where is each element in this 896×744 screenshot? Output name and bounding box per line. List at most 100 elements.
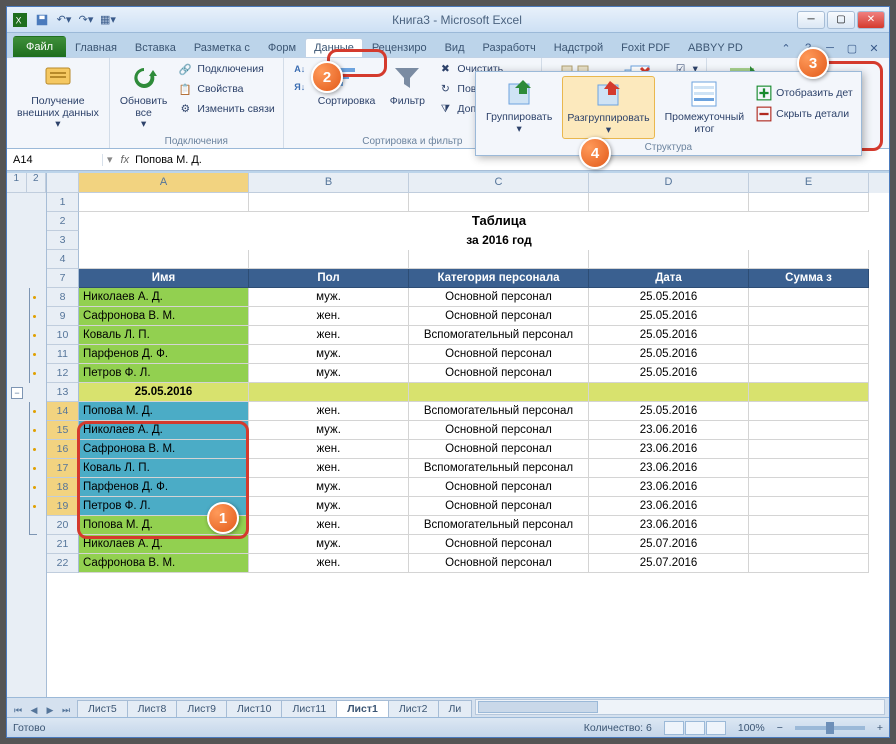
cell[interactable] [749,554,869,573]
outline-row[interactable] [7,535,46,554]
sheet-tab[interactable]: Лист10 [226,700,283,717]
undo-icon[interactable]: ↶▾ [55,11,73,29]
refresh-all-button[interactable]: Обновить все ▾ [116,60,172,133]
row-header[interactable]: 15 [47,421,79,440]
edit-links-button[interactable]: ⚙Изменить связи [175,100,276,118]
outline-row[interactable] [7,364,46,383]
cell[interactable]: Вспомогательный персонал [409,402,589,421]
cell[interactable]: Основной персонал [409,535,589,554]
save-icon[interactable] [33,11,51,29]
outline-row[interactable] [7,554,46,573]
outline-row[interactable] [7,459,46,478]
outline-row[interactable] [7,421,46,440]
ungroup-button[interactable]: Разгруппировать ▾ [562,76,654,139]
sort-asc-button[interactable]: А↓ [290,60,310,78]
sheet-tab[interactable]: Ли [438,700,473,717]
sort-desc-button[interactable]: Я↓ [290,78,310,96]
cell[interactable] [249,193,409,212]
mdi-close-icon[interactable]: ✕ [865,39,883,57]
horizontal-scrollbar[interactable] [475,699,885,715]
cell[interactable]: 23.06.2016 [589,516,749,535]
view-pagebreak-button[interactable] [706,721,726,735]
cell[interactable]: 25.07.2016 [589,535,749,554]
cell[interactable]: 25.05.2016 [79,383,249,402]
mdi-max-icon[interactable]: ▢ [843,39,861,57]
sheet-tab[interactable]: Лист9 [176,700,227,717]
cell[interactable] [79,250,249,269]
outline-row[interactable] [7,269,46,288]
cell[interactable]: Основной персонал [409,345,589,364]
sheet-tab[interactable]: Лист8 [127,700,178,717]
outline-row[interactable] [7,326,46,345]
tab-insert[interactable]: Вставка [126,38,185,57]
cell[interactable]: жен. [249,307,409,326]
cell[interactable] [749,402,869,421]
cell[interactable]: муж. [249,497,409,516]
hide-detail-button[interactable]: Скрыть детали [754,105,855,123]
outline-level-1[interactable]: 1 [7,173,27,193]
row-header[interactable]: 2 [47,212,79,231]
cell[interactable] [79,231,249,250]
tab-layout[interactable]: Разметка с [185,38,259,57]
row-header[interactable]: 1 [47,193,79,212]
cell[interactable]: 23.06.2016 [589,421,749,440]
sheet-nav-last-icon[interactable]: ⏭ [59,703,73,717]
group-button[interactable]: Группировать ▾ [482,76,556,139]
cell[interactable] [749,421,869,440]
col-header-b[interactable]: B [249,173,409,193]
cell[interactable]: Основной персонал [409,554,589,573]
row-header[interactable]: 11 [47,345,79,364]
fx-icon[interactable]: fx [121,154,130,166]
cell[interactable] [749,478,869,497]
cell[interactable]: Таблица [249,212,749,231]
sheet-tab[interactable]: Лист1 [336,700,389,717]
outline-row[interactable] [7,516,46,535]
cell[interactable] [749,193,869,212]
cell[interactable]: 23.06.2016 [589,478,749,497]
cell[interactable] [749,383,869,402]
outline-row[interactable]: − [7,383,46,402]
row-header[interactable]: 18 [47,478,79,497]
cell[interactable]: Основной персонал [409,440,589,459]
cell[interactable] [589,193,749,212]
cell[interactable] [409,383,589,402]
properties-button[interactable]: 📋Свойства [175,80,276,98]
tab-file[interactable]: Файл [13,36,66,57]
col-header-d[interactable]: D [589,173,749,193]
cell[interactable]: Коваль Л. П. [79,459,249,478]
row-header[interactable]: 20 [47,516,79,535]
cell[interactable] [749,326,869,345]
cell[interactable]: жен. [249,554,409,573]
outline-row[interactable] [7,440,46,459]
cell[interactable] [409,250,589,269]
outline-row[interactable] [7,345,46,364]
sheet-tab[interactable]: Лист5 [77,700,128,717]
cell[interactable]: Основной персонал [409,421,589,440]
tab-developer[interactable]: Разработч [474,38,545,57]
cell[interactable] [749,497,869,516]
cell[interactable]: Основной персонал [409,478,589,497]
cell[interactable]: 23.06.2016 [589,459,749,478]
cell[interactable]: муж. [249,364,409,383]
cell[interactable]: Вспомогательный персонал [409,326,589,345]
cell[interactable] [249,383,409,402]
cell[interactable]: Парфенов Д. Ф. [79,478,249,497]
formula-input[interactable]: Попова М. Д. [135,154,202,166]
cell[interactable]: муж. [249,478,409,497]
cell[interactable]: Николаев А. Д. [79,288,249,307]
row-header[interactable]: 7 [47,269,79,288]
outline-level-2[interactable]: 2 [27,173,47,193]
cell[interactable] [749,535,869,554]
tab-formulas[interactable]: Форм [259,38,305,57]
outline-row[interactable] [7,478,46,497]
tab-view[interactable]: Вид [436,38,474,57]
outline-row[interactable] [7,193,46,212]
cell[interactable]: Коваль Л. П. [79,326,249,345]
cell[interactable]: 25.05.2016 [589,345,749,364]
tab-foxit[interactable]: Foxit PDF [612,38,679,57]
qat-more-icon[interactable]: ▦▾ [99,11,117,29]
cell[interactable]: жен. [249,459,409,478]
outline-row[interactable] [7,212,46,231]
cell[interactable]: Николаев А. Д. [79,421,249,440]
cell[interactable]: 23.06.2016 [589,440,749,459]
